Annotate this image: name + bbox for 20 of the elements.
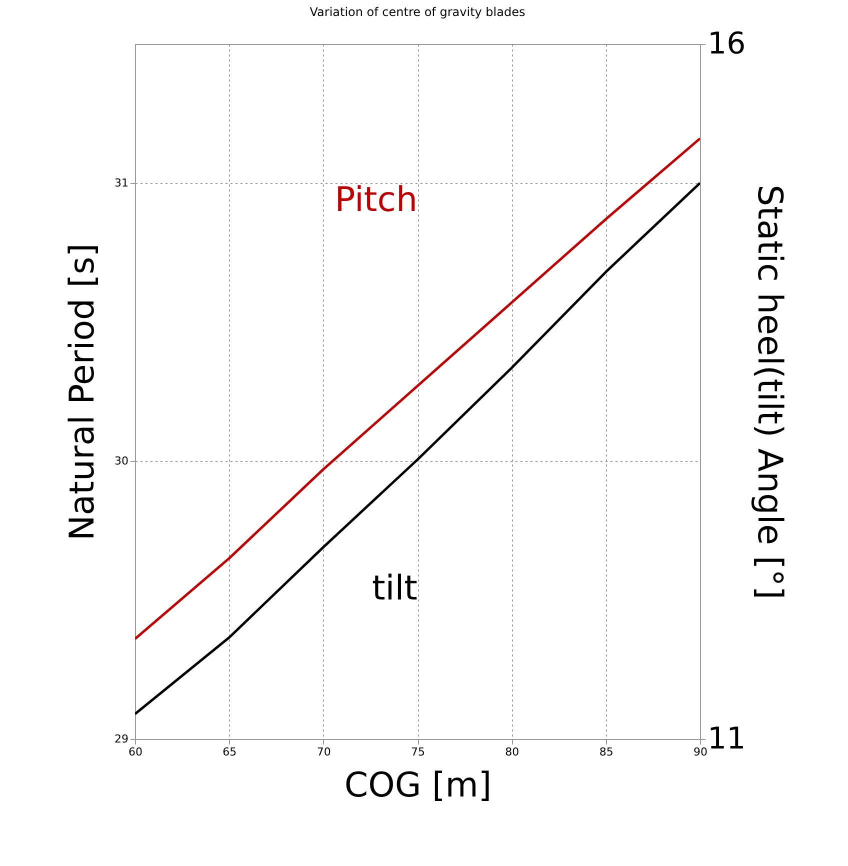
line-series bbox=[135, 182, 700, 716]
x-axis-title: COG [m] bbox=[344, 766, 492, 806]
x-tick-label: 80 bbox=[505, 746, 520, 758]
y2-tick-label: 11 bbox=[708, 722, 746, 756]
y-tick-label: 30 bbox=[114, 454, 128, 468]
x-tick-label: 85 bbox=[599, 746, 614, 758]
x-tick-label: 60 bbox=[128, 746, 142, 758]
y-axis-title: Natural Period [s] bbox=[62, 243, 103, 541]
text: Pitch bbox=[334, 180, 418, 220]
y2-axis-title: Static heel(tilt) Angle [°] bbox=[750, 184, 790, 600]
line-series bbox=[135, 137, 700, 640]
chart-title: Variation of centre of gravity blades bbox=[310, 5, 526, 19]
y2-tick-label: 16 bbox=[708, 26, 746, 62]
x-tick-label: 65 bbox=[222, 746, 237, 758]
x-tick-label: 70 bbox=[316, 746, 331, 758]
y-tick-label: 29 bbox=[114, 732, 128, 746]
x-tick-label: 90 bbox=[694, 746, 708, 758]
x-tick-label: 75 bbox=[411, 746, 425, 758]
y-tick-label: 31 bbox=[114, 176, 128, 190]
series-label: tilt bbox=[372, 568, 418, 609]
